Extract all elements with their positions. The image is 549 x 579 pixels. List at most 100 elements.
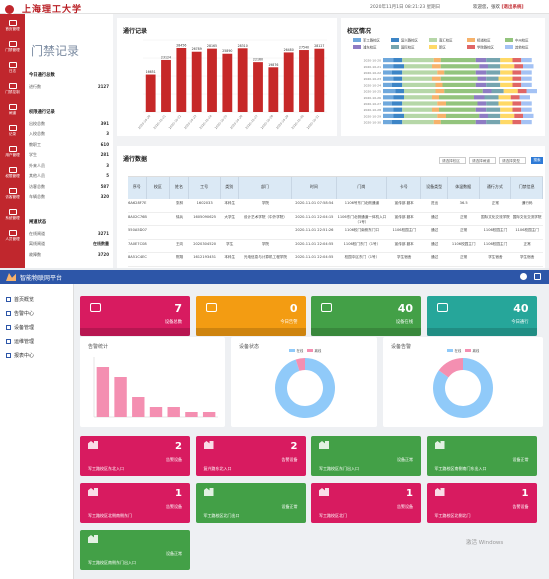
legend-swatch	[429, 45, 437, 49]
tile-label: 设备正常	[397, 457, 413, 462]
alarm-stats-title: 告警统计	[88, 344, 109, 350]
alarm-bar	[114, 377, 127, 417]
panel-section-label: 闸道状态	[29, 219, 47, 225]
traffic-chart: 16651 2020-10-20 23124 2020-10-21 28456 2020-…	[137, 39, 327, 130]
device-tile[interactable]: 1 告警设备 军工路校区北侧南侧东门	[80, 483, 190, 523]
campus-bar-segment	[444, 70, 476, 75]
sidebar-item[interactable]: 人员管理	[0, 228, 25, 248]
table-header-cell[interactable]: 部门	[239, 177, 292, 199]
stat-value: 3271	[97, 230, 109, 236]
stat-value: 391	[100, 120, 109, 126]
sidebar-item[interactable]: 门禁管理	[0, 39, 25, 59]
filter-select[interactable]: 请选择校区	[439, 157, 466, 164]
table-row[interactable]: 7A0E7C08 王向 2020304520 学生 学院 2020-11-01 22:04…	[128, 240, 543, 253]
stat-label: 离线闸道	[29, 241, 45, 246]
donut-slice	[433, 358, 493, 418]
campus-bar-segment	[500, 120, 513, 125]
sidebar-item-label: 闸道	[8, 111, 17, 115]
building-icon	[319, 441, 329, 449]
sidebar-item[interactable]: 访客管理	[0, 186, 25, 206]
table-cell: 2020-11-01 22:51:26	[295, 228, 334, 232]
traffic-bar	[161, 59, 171, 112]
device-tile[interactable]: 设备正常 军工路校区南侧东门出入口	[80, 530, 190, 570]
table-row[interactable]: 550A5D07 2020-11-01 22:51:26 1106校门南侧东门口 11…	[128, 226, 543, 240]
table-header-cell[interactable]: 校区	[146, 177, 171, 199]
device-tile[interactable]: 1 告警设备 军工路校区北侧北门	[426, 483, 537, 523]
device-tile[interactable]: 2 告警设备 复兴路东北入口	[195, 436, 306, 476]
logout-icon[interactable]	[534, 273, 541, 280]
stat-value: 3	[106, 162, 109, 168]
device-tile[interactable]: 2 告警设备 军工路校区东北入口	[80, 436, 190, 476]
table-header-cell[interactable]: 时间	[291, 177, 337, 199]
table-row[interactable]: 6A628F7E 张林 1602033 本科生 学院 2020-11-01 07:58:5…	[128, 199, 543, 213]
table-cell: 1106校园主门	[451, 241, 476, 246]
stat-card[interactable]: 0 今日告警	[195, 296, 306, 336]
filter-select[interactable]: 请选择类型	[499, 157, 526, 164]
ops-nav-label: 报表中心	[14, 353, 35, 359]
legend-label: 杨浦校区	[477, 38, 491, 43]
filter-select[interactable]: 请选择闸道	[469, 157, 496, 164]
table-header-cell[interactable]: 姓名	[170, 177, 189, 199]
ops-screenshot: 智能物联网平台 首页概览 告警中心 设备管理 运维管理 报表中心 告警统计 设备状态 在…	[0, 270, 549, 579]
table-header-cell[interactable]: 工号	[188, 177, 221, 199]
campus-bar-segment	[514, 64, 523, 69]
table-cell: 1106校园主门	[483, 241, 508, 246]
device-tile[interactable]: 设备正常 军工路校区东门出入口	[311, 436, 421, 476]
device-tile[interactable]: 1 告警设备 军工路校区北门	[311, 483, 421, 523]
campus-tick-label: 2020-10-25	[364, 90, 382, 94]
traffic-value-label: 28310	[238, 44, 248, 48]
traffic-value-label: 25890	[222, 49, 232, 53]
table-header-cell[interactable]: 通行方式	[479, 177, 512, 199]
table-cell: 学院	[261, 201, 270, 205]
campus-bar-segment	[475, 70, 487, 75]
sidebar-item[interactable]: 首页管理	[0, 18, 25, 38]
table-header-cell[interactable]: 类别	[220, 177, 240, 199]
stat-card[interactable]: 40 今日通行	[426, 296, 537, 336]
device-tile[interactable]: 设备正常 军工路校区北门出口	[195, 483, 306, 523]
campus-bar-segment	[383, 101, 392, 106]
sidebar-item[interactable]: 权限管理	[0, 165, 25, 185]
sidebar-item[interactable]: 日志	[0, 60, 25, 80]
sidebar-item-label: 日志	[8, 69, 17, 73]
table-header-cell[interactable]: 体温数据	[447, 177, 480, 199]
sidebar-item[interactable]: 系统管理	[0, 207, 25, 227]
table-cell: 宣传部 副本	[394, 201, 414, 205]
table-header-cell[interactable]: 门禁信息	[511, 177, 543, 199]
search-button[interactable]: 搜索	[531, 157, 543, 164]
campus-bar-segment	[402, 107, 432, 112]
campus-bar-segment	[521, 101, 532, 106]
stat-card[interactable]: 7 设备总数	[80, 296, 190, 336]
nav-icon	[8, 146, 17, 152]
table-row[interactable]: 8A02C76B 徐兵 1605090625 大学生 设计艺术学院（中外学院） 2020-…	[128, 213, 543, 226]
campus-bar-segment	[402, 82, 436, 87]
donut-slice	[438, 358, 463, 378]
traffic-bar	[222, 53, 233, 112]
logout-link[interactable]: [退出系统]	[501, 5, 524, 10]
sidebar-item[interactable]: 用户管理	[0, 144, 25, 164]
info-icon[interactable]	[520, 273, 527, 280]
table-header-cell[interactable]: 门岗	[336, 177, 388, 199]
sidebar-item[interactable]: 闸道	[0, 102, 25, 122]
sidebar-item[interactable]: 记录	[0, 123, 25, 143]
stat-card[interactable]: 40 设备在线	[311, 296, 421, 336]
sidebar-item[interactable]: 门禁控制	[0, 81, 25, 101]
table-cell: 正常	[460, 214, 468, 219]
ops-nav-item[interactable]: 首页概览	[6, 296, 34, 303]
ops-nav-item[interactable]: 设备管理	[6, 324, 34, 331]
table-cell: 1612193451	[193, 255, 217, 259]
ops-nav-item[interactable]: 运维管理	[6, 338, 34, 345]
table-cell: 8A02C76B	[128, 214, 147, 219]
legend-swatch	[353, 38, 361, 42]
nav-icon	[6, 311, 11, 316]
table-header-cell[interactable]: 设备类型	[421, 177, 448, 199]
ops-nav-item[interactable]: 报表中心	[6, 352, 34, 359]
campus-bar-segment	[391, 101, 403, 106]
table-row[interactable]: 8A51C4EC 陈翔 1612193451 本科生 光电信息与计算机工程学院 2020-…	[128, 253, 543, 267]
ops-nav-item[interactable]: 告警中心	[6, 310, 34, 317]
stat-value: 3	[106, 131, 109, 136]
device-tile[interactable]: 设备正常 军工路校区南侧南门东出入口	[426, 436, 537, 476]
table-header-cell[interactable]: 卡号	[387, 177, 422, 199]
campus-bar-segment	[523, 113, 534, 118]
table-header-cell[interactable]: 序号	[128, 177, 147, 199]
traffic-value-label: 27540	[299, 46, 309, 50]
